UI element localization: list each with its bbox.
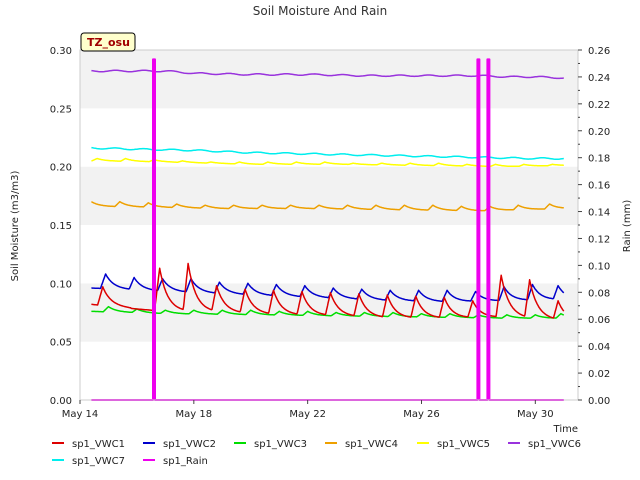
legend-item-sp1-vwc2: sp1_VWC2 [143,439,216,450]
station-tag-label: TZ_osu [87,36,130,49]
x-tick-label: May 18 [176,409,213,420]
x-axis: May 14 May 18 May 22 May 26 May 30 [62,400,554,420]
y2-tick-label: 0.02 [588,369,610,380]
legend-item-sp1-vwc7: sp1_VWC7 [52,456,125,467]
plot-area [91,58,565,401]
legend-item-sp1-vwc6: sp1_VWC6 [508,439,581,450]
x-tick-label: May 26 [403,409,440,420]
y2-tick-label: 0.10 [588,261,610,272]
left-axis: 0.00 0.05 0.10 0.15 0.20 0.25 0.30 [50,46,72,407]
station-tag-box [80,32,136,52]
series-line-sp1-vwc5 [91,157,564,168]
chart-title: Soil Moisture And Rain [253,4,388,18]
legend-item-sp1-vwc3: sp1_VWC3 [234,439,307,450]
y2-tick-label: 0.08 [588,288,610,299]
legend-label: sp1_Rain [163,456,208,467]
legend-label: sp1_VWC1 [72,439,125,450]
band [80,341,578,400]
legend-label: sp1_VWC3 [254,439,307,450]
legend-label: sp1_VWC7 [72,456,125,467]
y-tick-label: 0.10 [50,279,72,290]
y2-tick-label: 0.04 [588,342,610,353]
y2-tick-label: 0.00 [588,396,610,407]
legend-item-sp1-rain: sp1_Rain [143,456,208,467]
y-tick-label: 0.05 [50,338,72,349]
y-tick-label: 0.15 [50,221,72,232]
series-line-sp1-vwc7 [91,146,564,160]
y2-tick-label: 0.06 [588,315,610,326]
y2-tick-label: 0.22 [588,100,610,111]
legend-label: sp1_VWC2 [163,439,216,450]
y2-tick-label: 0.24 [588,73,610,84]
right-axis: 0.00 0.02 0.04 0.06 0.08 0.10 0.12 0.14 0.16 0.18… [578,46,610,407]
series-line-sp1-vwc6 [91,69,564,80]
background-bands [80,50,578,400]
band [80,50,578,109]
legend-item-sp1-vwc4: sp1_VWC4 [325,439,398,450]
band [80,108,578,167]
y-tick-label: 0.30 [50,46,72,57]
station-tag: TZ_osu [80,32,136,52]
legend-item-sp1-vwc5: sp1_VWC5 [417,439,490,450]
legend-label: sp1_VWC4 [345,439,398,450]
y2-tick-label: 0.26 [588,46,610,57]
band [80,166,578,225]
legend: sp1_VWC1 sp1_VWC2 sp1_VWC3 sp1_VWC4 sp1_VWC5… [52,439,581,467]
band [80,225,578,284]
y2-tick-label: 0.14 [588,208,610,219]
series-line-sp1-vwc1 [91,262,565,319]
legend-label: sp1_VWC5 [437,439,490,450]
x-axis-title: Time [553,424,578,435]
x-tick-label: May 14 [62,409,99,420]
y2-tick-label: 0.12 [588,234,610,245]
y-tick-label: 0.20 [50,163,72,174]
y-tick-label: 0.25 [50,104,72,115]
series-line-sp1-vwc4 [91,200,564,212]
series-line-sp1-vwc3 [91,305,565,319]
y2-tick-label: 0.18 [588,154,610,165]
legend-item-sp1-vwc1: sp1_VWC1 [52,439,125,450]
x-tick-label: May 22 [289,409,326,420]
x-tick-label: May 30 [517,409,554,420]
y2-tick-label: 0.20 [588,127,610,138]
y2-tick-label: 0.16 [588,181,610,192]
y2-axis-title: Rain (mm) [622,200,633,253]
series-line-sp1-rain [91,58,564,401]
y-tick-label: 0.00 [50,396,72,407]
legend-label: sp1_VWC6 [528,439,581,450]
series-line-sp1-vwc2 [91,273,565,302]
y-axis-title: Soil Moisture (m3/m3) [10,171,21,282]
